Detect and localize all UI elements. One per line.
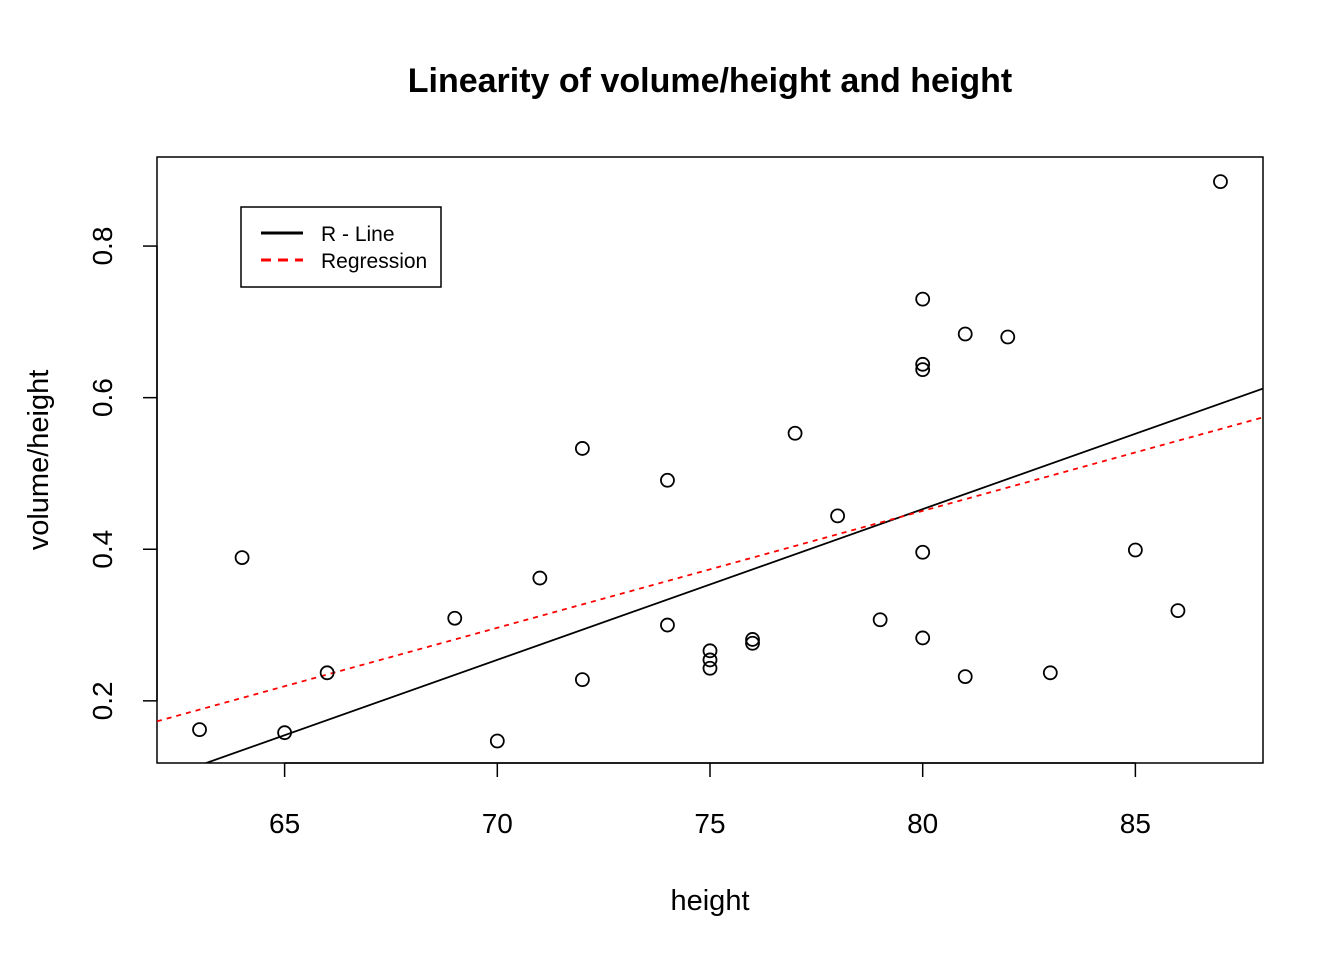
legend-label-regression: Regression (321, 250, 427, 273)
data-point (787, 425, 803, 441)
data-point (702, 660, 718, 676)
legend: R - Line Regression (240, 206, 442, 288)
data-point (447, 610, 463, 626)
data-point (660, 472, 675, 488)
y-axis-label: volume/height (23, 370, 55, 551)
x-tick-label: 75 (694, 808, 725, 839)
y-tick-label: 0.4 (87, 530, 118, 569)
y-tick-label: 0.8 (87, 227, 118, 266)
data-point (574, 441, 590, 456)
data-point (1127, 542, 1143, 558)
y-tick-label: 0.6 (87, 378, 118, 417)
x-tick-label: 65 (269, 808, 300, 839)
fit-lines (157, 387, 1263, 763)
legend-label-r-line: R - Line (321, 223, 395, 246)
data-point (489, 733, 505, 749)
data-point (1042, 665, 1058, 681)
data-point (745, 632, 760, 647)
data-point (702, 652, 718, 668)
x-axis-label: height (670, 885, 749, 917)
regression-line (157, 416, 1263, 723)
r-line (203, 387, 1263, 763)
data-point (957, 326, 973, 342)
data-point (532, 570, 548, 586)
data-point (660, 617, 675, 633)
y-tick-label: 0.2 (87, 681, 118, 720)
data-points (192, 174, 1228, 749)
data-point (915, 362, 931, 378)
data-point (830, 508, 846, 524)
data-point (192, 722, 207, 738)
data-point (1213, 174, 1228, 190)
y-axis: 0.2 0.4 0.6 0.8 (87, 227, 158, 720)
data-point (277, 725, 293, 741)
x-tick-label: 85 (1120, 808, 1151, 839)
x-tick-label: 80 (907, 808, 938, 839)
data-point (574, 672, 590, 688)
data-point (872, 612, 888, 628)
x-tick-label: 70 (482, 808, 513, 839)
data-point (915, 291, 931, 307)
data-point (1170, 603, 1186, 619)
data-point (702, 643, 718, 659)
data-point (915, 356, 931, 372)
x-axis: 65 70 75 80 85 (269, 762, 1151, 839)
data-point (1000, 329, 1016, 345)
legend-box (240, 206, 442, 288)
data-point (234, 550, 250, 565)
chart-title: Linearity of volume/height and height (408, 62, 1012, 100)
data-point (915, 544, 931, 560)
data-point (745, 635, 760, 651)
data-point (915, 630, 931, 646)
data-point (957, 669, 973, 684)
data-point (319, 665, 335, 681)
